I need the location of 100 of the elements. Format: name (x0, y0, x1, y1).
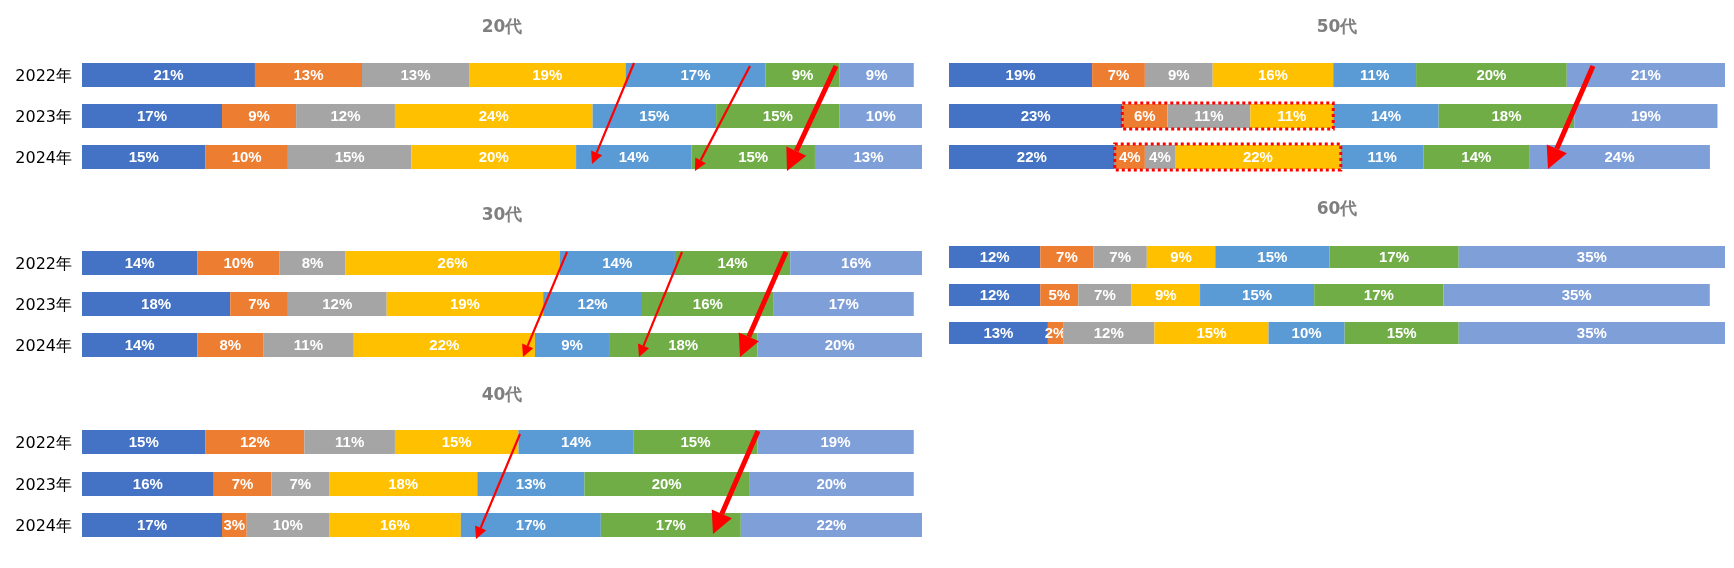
bar (1458, 322, 1726, 344)
data-label: 7% (1109, 248, 1132, 266)
y-tick-label: 2024年 (15, 515, 72, 535)
bar (749, 472, 914, 496)
bar (82, 104, 222, 128)
bar (1212, 63, 1334, 87)
bar (469, 63, 626, 87)
data-label: 9% (791, 66, 814, 84)
data-label: 7% (1056, 248, 1078, 266)
bar (949, 145, 1115, 169)
data-label: 12% (979, 248, 1010, 266)
bar (82, 430, 206, 454)
data-label: 21% (1630, 66, 1661, 84)
data-label: 14% (561, 433, 592, 451)
data-label: 11% (1277, 107, 1307, 125)
y-tick-label: 2023年 (15, 106, 72, 126)
data-label: 9% (865, 66, 888, 84)
data-label: 10% (223, 254, 254, 272)
data-label: 17% (136, 107, 168, 125)
bar (1340, 145, 1424, 169)
bar (477, 472, 585, 496)
bar (740, 513, 922, 537)
data-label: 18% (1491, 107, 1522, 125)
data-label: 9% (1167, 66, 1190, 84)
bar (949, 63, 1093, 87)
data-label: 14% (717, 254, 748, 272)
data-label: 16% (692, 295, 723, 313)
data-label: 10% (231, 148, 262, 166)
data-label: 20% (1476, 66, 1507, 84)
data-label: 14% (1370, 107, 1401, 125)
bar (543, 292, 642, 316)
data-label: 12% (577, 295, 608, 313)
bar (197, 333, 264, 357)
data-label: 15% (680, 433, 711, 451)
data-label: 11% (1360, 66, 1390, 84)
bar (82, 333, 198, 357)
data-label: 18% (668, 336, 699, 354)
bar (82, 513, 222, 537)
data-label: 19% (1630, 107, 1661, 125)
bar (279, 251, 346, 275)
bar (625, 63, 766, 87)
data-label: 13% (400, 66, 431, 84)
data-label: 12% (330, 107, 361, 125)
data-label: 13% (983, 324, 1014, 342)
chart-title: 20代 (481, 16, 523, 36)
data-label: 12% (322, 295, 353, 313)
data-label: 10% (272, 516, 303, 534)
bar (271, 472, 330, 496)
data-label: 17% (680, 66, 711, 84)
data-label: 10% (865, 107, 896, 125)
bar (949, 104, 1123, 128)
bar (411, 145, 577, 169)
data-label: 15% (441, 433, 472, 451)
bar (1200, 284, 1315, 306)
data-label: 21% (153, 66, 184, 84)
data-label: 14% (124, 254, 155, 272)
bar (353, 333, 535, 357)
data-label: 7% (1094, 286, 1116, 304)
bar (559, 251, 675, 275)
y-tick-label: 2023年 (15, 294, 72, 314)
data-label: 18% (388, 475, 419, 493)
chart-title: 30代 (481, 204, 523, 224)
data-label: 24% (478, 107, 509, 125)
bar (1438, 104, 1575, 128)
data-label: 11% (1367, 148, 1397, 166)
bar (197, 251, 280, 275)
bar (394, 104, 593, 128)
bar (304, 430, 395, 454)
data-label: 6% (1134, 107, 1156, 125)
data-label: 11% (293, 336, 324, 354)
data-label: 17% (1363, 286, 1394, 304)
data-label: 19% (1005, 66, 1036, 84)
bar (296, 104, 395, 128)
bar (1458, 246, 1726, 268)
data-label: 15% (762, 107, 793, 125)
data-label: 16% (1257, 66, 1288, 84)
data-label: 20% (478, 148, 509, 166)
bar (329, 472, 478, 496)
data-label: 15% (1386, 324, 1417, 342)
bar (814, 145, 922, 169)
data-label: 17% (136, 516, 168, 534)
bar (1416, 63, 1567, 87)
bar (584, 472, 750, 496)
data-label: 9% (248, 107, 270, 125)
data-label: 20% (651, 475, 682, 493)
bar (1329, 246, 1459, 268)
data-label: 15% (1257, 248, 1288, 266)
data-label: 20% (816, 475, 847, 493)
data-label: 9% (1154, 286, 1177, 304)
data-label: 9% (561, 336, 583, 354)
bar (1344, 322, 1459, 344)
y-tick-label: 2022年 (15, 253, 72, 273)
bar (1144, 63, 1213, 87)
data-label: 20% (824, 336, 855, 354)
bar (287, 145, 412, 169)
data-label: 15% (639, 107, 670, 125)
chart-title: 40代 (481, 384, 523, 404)
y-tick-label: 2022年 (15, 65, 72, 85)
bar (1574, 104, 1718, 128)
data-label: 11% (1194, 107, 1224, 125)
